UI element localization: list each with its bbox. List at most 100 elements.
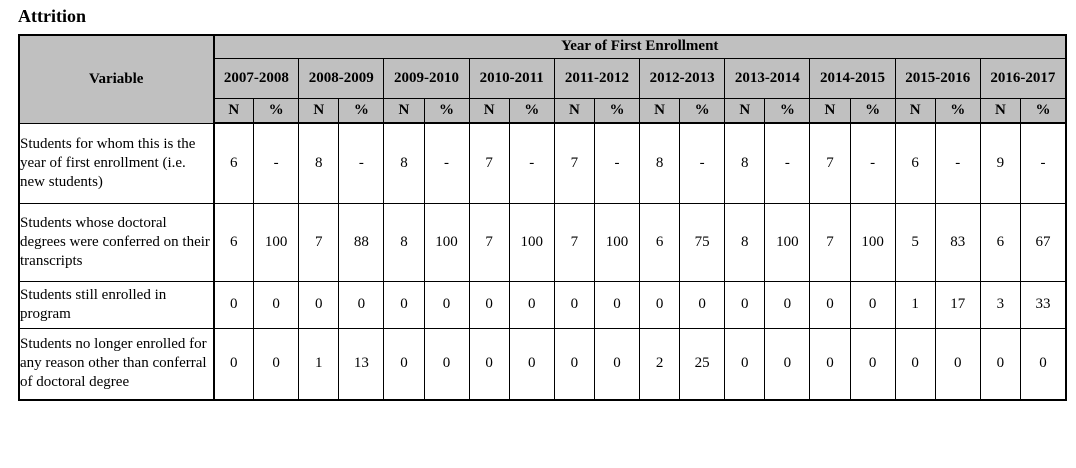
n-value-cell: 8 — [639, 122, 681, 204]
n-value-cell: 6 — [212, 202, 255, 282]
year-header: 2015-2016 — [894, 57, 981, 99]
percent-value-cell: 0 — [253, 327, 300, 401]
table-row: Students whose doctoral degrees were con… — [18, 202, 1067, 282]
table-header: Variable Year of First Enrollment 2007-2… — [18, 34, 1067, 124]
percent-value-cell: 83 — [934, 202, 981, 282]
year-header: 2011-2012 — [553, 57, 641, 99]
n-value-cell: 1 — [894, 280, 936, 329]
n-value-cell: 0 — [724, 327, 766, 401]
n-value-cell: 0 — [468, 280, 510, 329]
n-subheader: N — [553, 97, 595, 124]
n-value-cell: 0 — [553, 327, 595, 401]
n-value-cell: 7 — [809, 122, 851, 204]
percent-subheader: % — [764, 97, 811, 124]
n-value-cell: 0 — [468, 327, 510, 401]
percent-value-cell: 0 — [338, 280, 385, 329]
percent-value-cell: 0 — [593, 327, 641, 401]
percent-subheader: % — [508, 97, 555, 124]
n-value-cell: 8 — [383, 122, 425, 204]
table-body: Students for whom this is the year of fi… — [18, 122, 1067, 401]
n-value-cell: 5 — [894, 202, 936, 282]
percent-value-cell: - — [934, 122, 981, 204]
n-value-cell: 8 — [724, 202, 766, 282]
percent-value-cell: 17 — [934, 280, 981, 329]
table-row: Students for whom this is the year of fi… — [18, 122, 1067, 204]
percent-subheader: % — [423, 97, 470, 124]
year-header: 2008-2009 — [298, 57, 385, 99]
n-value-cell: 7 — [553, 122, 595, 204]
n-value-cell: 6 — [212, 122, 255, 204]
percent-subheader: % — [849, 97, 896, 124]
n-value-cell: 7 — [468, 122, 510, 204]
row-label: Students for whom this is the year of fi… — [18, 122, 215, 204]
n-value-cell: 7 — [809, 202, 851, 282]
n-value-cell: 8 — [298, 122, 340, 204]
row-label: Students whose doctoral degrees were con… — [18, 202, 215, 282]
n-value-cell: 0 — [894, 327, 936, 401]
n-subheader: N — [809, 97, 851, 124]
year-header: 2007-2008 — [212, 57, 300, 99]
n-subheader: N — [724, 97, 766, 124]
year-header-row: 2007-2008 2008-2009 2009-2010 2010-2011 2011… — [19, 57, 1067, 99]
percent-value-cell: 0 — [849, 327, 896, 401]
percent-subheader: % — [679, 97, 726, 124]
year-header: 2016-2017 — [979, 57, 1067, 99]
percent-value-cell: 100 — [849, 202, 896, 282]
year-of-first-enrollment-header: Year of First Enrollment — [213, 34, 1067, 59]
percent-value-cell: 100 — [423, 202, 470, 282]
percent-subheader: % — [934, 97, 981, 124]
attrition-table: Variable Year of First Enrollment 2007-2… — [18, 34, 1067, 401]
n-value-cell: 6 — [639, 202, 681, 282]
year-header: 2013-2014 — [724, 57, 811, 99]
percent-value-cell: 0 — [764, 280, 811, 329]
n-subheader: N — [212, 97, 255, 124]
n-value-cell: 0 — [383, 280, 425, 329]
percent-value-cell: 0 — [508, 280, 555, 329]
span-header-row: Variable Year of First Enrollment — [18, 34, 1067, 124]
n-value-cell: 0 — [212, 327, 255, 401]
year-header: 2009-2010 — [383, 57, 470, 99]
percent-value-cell: 13 — [338, 327, 385, 401]
n-value-cell: 6 — [894, 122, 936, 204]
percent-value-cell: 0 — [593, 280, 641, 329]
n-value-cell: 0 — [979, 327, 1021, 401]
year-header: 2010-2011 — [468, 57, 555, 99]
percent-value-cell: - — [593, 122, 641, 204]
n-value-cell: 7 — [553, 202, 595, 282]
page-title: Attrition — [18, 6, 86, 26]
n-subheader: N — [639, 97, 681, 124]
percent-value-cell: 0 — [423, 280, 470, 329]
percent-value-cell: - — [508, 122, 555, 204]
percent-value-cell: 0 — [423, 327, 470, 401]
percent-value-cell: 0 — [1019, 327, 1067, 401]
percent-value-cell: 0 — [934, 327, 981, 401]
percent-value-cell: 25 — [679, 327, 726, 401]
n-value-cell: 8 — [383, 202, 425, 282]
n-value-cell: 0 — [212, 280, 255, 329]
n-value-cell: 8 — [724, 122, 766, 204]
n-value-cell: 7 — [298, 202, 340, 282]
n-subheader: N — [979, 97, 1021, 124]
variable-column-header: Variable — [18, 34, 215, 124]
percent-value-cell: - — [679, 122, 726, 204]
n-value-cell: 0 — [298, 280, 340, 329]
percent-value-cell: 100 — [508, 202, 555, 282]
percent-subheader: % — [253, 97, 300, 124]
row-label: Students no longer enrolled for any reas… — [18, 327, 215, 401]
percent-value-cell: - — [423, 122, 470, 204]
n-value-cell: 0 — [809, 280, 851, 329]
n-value-cell: 3 — [979, 280, 1021, 329]
percent-value-cell: 33 — [1019, 280, 1067, 329]
year-header: 2012-2013 — [639, 57, 726, 99]
n-value-cell: 0 — [639, 280, 681, 329]
percent-value-cell: 0 — [764, 327, 811, 401]
n-subheader: N — [383, 97, 425, 124]
n-value-cell: 0 — [383, 327, 425, 401]
n-value-cell: 9 — [979, 122, 1021, 204]
percent-value-cell: - — [253, 122, 300, 204]
percent-value-cell: - — [849, 122, 896, 204]
n-subheader: N — [298, 97, 340, 124]
percent-value-cell: 0 — [508, 327, 555, 401]
percent-value-cell: - — [338, 122, 385, 204]
row-label: Students still enrolled in program — [18, 280, 215, 329]
